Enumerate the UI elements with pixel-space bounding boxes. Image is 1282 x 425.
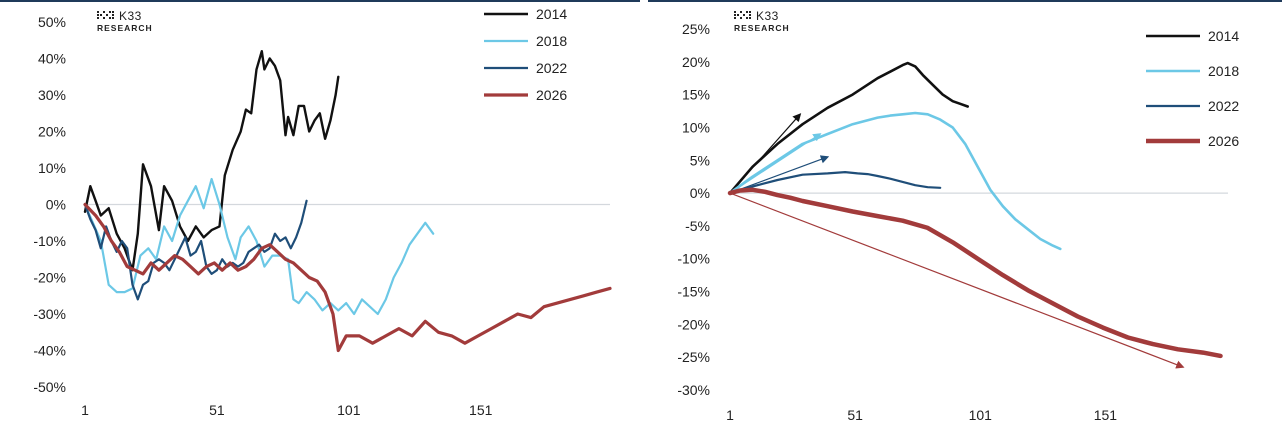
left-x-tick-label: 151 xyxy=(469,402,493,418)
left-series-line-2014 xyxy=(83,50,340,272)
right-line-chart: 25% 20% 15% 10% 5% 0% -5% -10% -15% -20% -25% -30% 1… xyxy=(677,9,1239,423)
right-y-tick-label: -10% xyxy=(677,251,710,267)
right-logo-subtext: RESEARCH xyxy=(734,23,790,33)
right-x-tick-label: 51 xyxy=(847,407,863,423)
right-series-line-2014 xyxy=(728,61,970,195)
left-series-line-2026 xyxy=(83,202,612,353)
right-y-tick-label: -20% xyxy=(677,316,710,332)
right-y-tick-label: -15% xyxy=(677,284,710,300)
left-y-tick-label: -40% xyxy=(33,343,66,359)
left-chart-panel: 50% 40% 30% 20% 10% 0% -10% -20% -30% -40% -50% 1 51… xyxy=(0,0,640,425)
right-y-tick-label: 0% xyxy=(690,185,710,201)
right-series-line-2022 xyxy=(728,171,942,195)
right-series-line-2018 xyxy=(728,111,1062,251)
right-y-tick-label: 20% xyxy=(682,54,710,70)
right-x-tick-label: 101 xyxy=(969,407,993,423)
left-y-tick-label: 10% xyxy=(38,160,66,176)
left-legend-label-2018: 2018 xyxy=(536,33,567,49)
right-y-tick-label: -5% xyxy=(685,218,710,234)
left-line-chart: 50%40%30%20%10%0%-10%-20%-30%-40%-50%1 51… xyxy=(33,6,612,418)
left-legend-label-2014: 2014 xyxy=(536,6,567,22)
left-y-tick-label: 40% xyxy=(38,51,66,67)
right-y-tick-label: -30% xyxy=(677,382,710,398)
right-y-tick-label: 25% xyxy=(682,21,710,37)
left-legend-label-2026: 2026 xyxy=(536,87,567,103)
left-y-tick-label: 0% xyxy=(46,197,66,213)
left-top-divider xyxy=(0,0,640,2)
left-legend-label-2022: 2022 xyxy=(536,60,567,76)
right-series-line-2026 xyxy=(727,187,1223,359)
left-y-tick-label: 20% xyxy=(38,124,66,140)
right-y-tick-label: 10% xyxy=(682,119,710,135)
right-trend-arrow-2022 xyxy=(729,155,830,194)
right-legend-label-2022: 2022 xyxy=(1208,98,1239,114)
right-y-tick-label: 15% xyxy=(682,87,710,103)
left-series-line-2018 xyxy=(83,177,435,316)
left-logo-subtext: RESEARCH xyxy=(97,23,153,33)
left-y-tick-label: 50% xyxy=(38,14,66,30)
right-legend-label-2026: 2026 xyxy=(1208,133,1239,149)
left-y-tick-label: 30% xyxy=(38,87,66,103)
left-series-line-2022 xyxy=(83,199,308,301)
right-y-tick-label: 5% xyxy=(690,152,710,168)
left-logo-text: K33 xyxy=(119,9,142,23)
right-chart-panel: 25% 20% 15% 10% 5% 0% -5% -10% -15% -20% -25% -30% 1… xyxy=(648,0,1282,425)
right-y-tick-label: -25% xyxy=(677,349,710,365)
left-y-tick-label: -50% xyxy=(33,379,66,395)
right-trend-arrow-2026 xyxy=(729,192,1185,369)
right-logo-text: K33 xyxy=(756,9,779,23)
right-x-tick-label: 1 xyxy=(726,407,734,423)
right-legend-label-2014: 2014 xyxy=(1208,28,1239,44)
left-x-tick-label: 1 xyxy=(81,402,89,418)
left-y-tick-label: -30% xyxy=(33,306,66,322)
left-x-tick-label: 51 xyxy=(209,402,225,418)
right-x-tick-label: 151 xyxy=(1094,407,1118,423)
left-y-tick-label: -20% xyxy=(33,270,66,286)
right-legend-label-2018: 2018 xyxy=(1208,63,1239,79)
left-y-tick-label: -10% xyxy=(33,233,66,249)
left-x-tick-label: 101 xyxy=(337,402,361,418)
right-top-divider xyxy=(648,0,1282,2)
